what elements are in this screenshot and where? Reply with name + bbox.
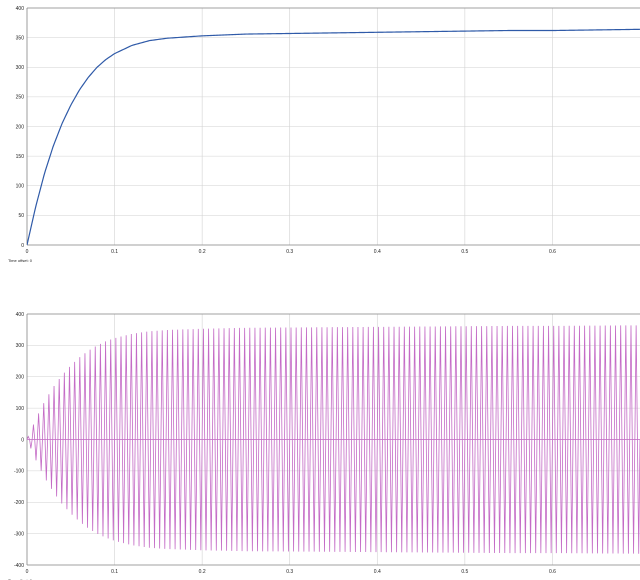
series-line (27, 28, 640, 246)
y-tick-label: 0 (21, 243, 24, 249)
y-tick-label: 300 (16, 65, 25, 71)
y-tick-label: 100 (16, 184, 25, 190)
y-tick-label: 400 (16, 6, 25, 12)
y-tick-label: 400 (16, 312, 25, 318)
time-offset-label: Time offset: 0 (8, 258, 33, 263)
upper-plot: 0 50 100 150 200 250 300 350 400 0 0.1 0.2 0.3 0.4 0.5… (8, 6, 640, 263)
y-tick-label: 0 (21, 437, 24, 443)
y-tick-label: 150 (16, 154, 25, 160)
x-tick-label: 0 (26, 569, 29, 575)
x-tick-label: 0.5 (461, 249, 468, 255)
y-tick-label: 300 (16, 343, 25, 349)
lower-plot: -400 -300 -200 -100 0 100 200 300 400 0 0.1 0.2 0.3 0… (8, 312, 640, 580)
x-tick-label: 0.3 (286, 569, 293, 575)
x-tick-label: 0.2 (199, 569, 206, 575)
y-tick-label: 100 (16, 406, 25, 412)
time-offset-label: Time offset: 0 (8, 578, 33, 580)
y-tick-label: 350 (16, 35, 25, 41)
x-tick-label: 0 (26, 249, 29, 255)
x-tick-label: 0.3 (286, 249, 293, 255)
y-tick-label: -100 (14, 469, 24, 475)
y-tick-label: 50 (18, 213, 24, 219)
y-tick-label: 250 (16, 95, 25, 101)
x-tick-label: 0.1 (111, 249, 118, 255)
x-tick-label: 0.1 (111, 569, 118, 575)
x-tick-label: 0.6 (549, 249, 556, 255)
y-tick-label: 200 (16, 124, 25, 130)
x-tick-label: 0.5 (461, 569, 468, 575)
x-tick-label: 0.6 (549, 569, 556, 575)
y-tick-label: -300 (14, 531, 24, 537)
x-tick-label: 0.4 (374, 569, 381, 575)
x-tick-label: 0.2 (199, 249, 206, 255)
x-tick-label: 0.4 (374, 249, 381, 255)
y-tick-label: 200 (16, 375, 25, 381)
y-tick-label: -400 (14, 563, 24, 569)
y-tick-label: -200 (14, 500, 24, 506)
